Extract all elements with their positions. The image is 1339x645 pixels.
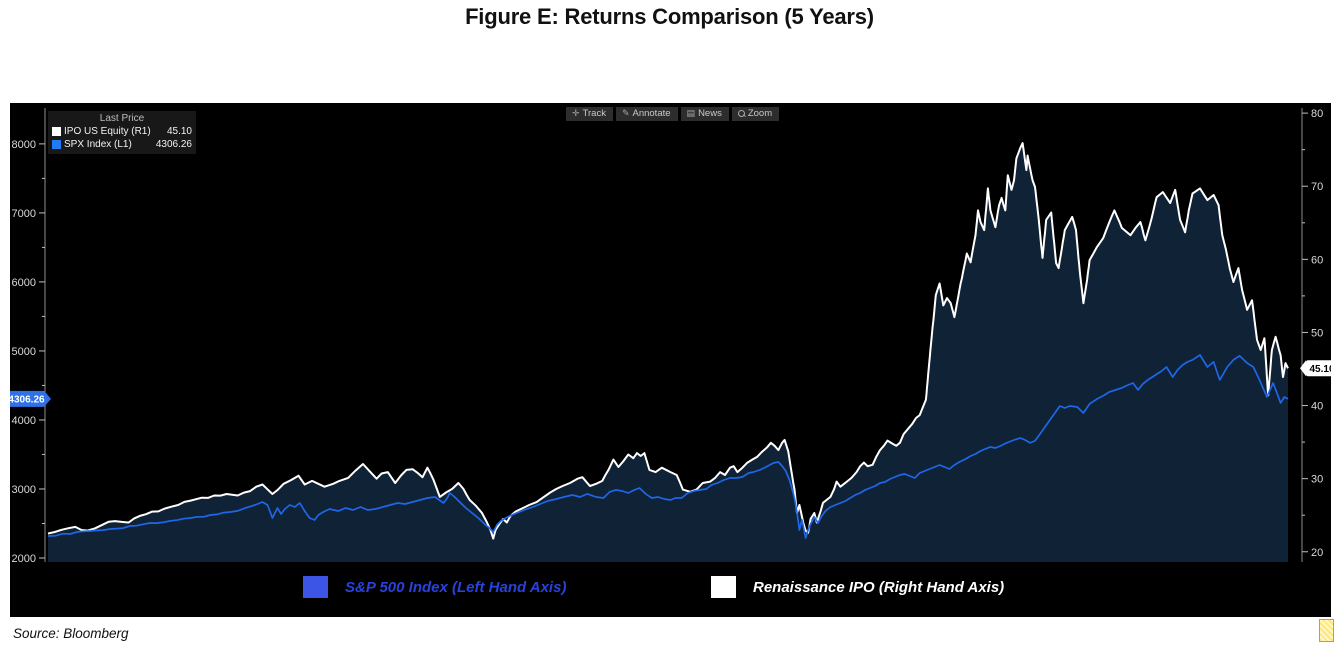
source-caption: Source: Bloomberg <box>13 626 129 641</box>
svg-text:5000: 5000 <box>12 346 36 358</box>
ipo-price-badge: 45.10 <box>1300 360 1331 377</box>
figure-title: Figure E: Returns Comparison (5 Years) <box>465 4 874 29</box>
ipo-area-fill <box>48 143 1288 562</box>
last-price-header: Last Price <box>99 113 145 124</box>
axis-lines <box>44 108 1303 562</box>
left-axis: 2000 3000 4000 5000 6000 7000 8000 <box>12 139 45 565</box>
bottom-legend-spx: S&P 500 Index (Left Hand Axis) <box>303 576 566 598</box>
ipo-line <box>47 142 1289 540</box>
bloomberg-chart: 2000 3000 4000 5000 6000 7000 8000 20 30 40 50 60 70… <box>10 103 1331 617</box>
track-label: Track <box>582 108 606 119</box>
ipo-legend-label: Renaissance IPO (Right Hand Axis) <box>753 578 1005 596</box>
svg-text:50: 50 <box>1311 327 1323 339</box>
svg-text:70: 70 <box>1311 181 1323 193</box>
chart-toolbar: ✛ Track ✎ Annotate ▤ News Zoom <box>566 107 780 121</box>
spx-series-swatch <box>52 140 61 149</box>
svg-text:60: 60 <box>1311 254 1323 266</box>
news-label: News <box>698 108 722 119</box>
svg-text:8000: 8000 <box>12 139 36 151</box>
legend-row-ipo[interactable]: IPO US Equity (R1) 45.10 <box>52 125 192 138</box>
svg-text:2000: 2000 <box>12 553 36 565</box>
svg-text:3000: 3000 <box>12 484 36 496</box>
track-button[interactable]: ✛ Track <box>566 107 613 121</box>
right-axis: 20 30 40 50 60 70 80 <box>1302 108 1323 559</box>
zoom-button[interactable]: Zoom <box>731 107 780 121</box>
spx-series-label: SPX Index (L1) <box>64 139 132 150</box>
svg-text:4000: 4000 <box>12 415 36 427</box>
svg-text:20: 20 <box>1311 547 1323 559</box>
annotate-label: Annotate <box>632 108 671 119</box>
svg-text:30: 30 <box>1311 474 1323 486</box>
svg-text:40: 40 <box>1311 401 1323 413</box>
spx-last-price: 4306.26 <box>155 139 192 150</box>
ipo-legend-swatch <box>711 576 736 598</box>
last-price-legend: Last Price IPO US Equity (R1) 45.10 SPX … <box>48 111 196 154</box>
news-button[interactable]: ▤ News <box>680 107 729 121</box>
zoom-label: Zoom <box>747 108 773 119</box>
ipo-series-swatch <box>52 127 61 136</box>
legend-row-spx[interactable]: SPX Index (L1) 4306.26 <box>52 138 192 151</box>
ipo-series-label: IPO US Equity (R1) <box>64 126 151 137</box>
news-icon: ▤ <box>686 108 696 118</box>
pencil-icon: ✎ <box>621 108 630 118</box>
plot-area[interactable]: 2000 3000 4000 5000 6000 7000 8000 20 30 40 50 60 70… <box>10 103 1331 617</box>
svg-text:80: 80 <box>1311 108 1323 120</box>
svg-text:7000: 7000 <box>12 208 36 220</box>
spx-legend-label: S&P 500 Index (Left Hand Axis) <box>345 578 567 596</box>
svg-text:4306.26: 4306.26 <box>10 394 45 405</box>
bottom-legend-ipo: Renaissance IPO (Right Hand Axis) <box>711 576 1004 598</box>
comment-marker-icon[interactable] <box>1319 619 1334 642</box>
spx-price-badge: 4306.26 <box>10 390 51 407</box>
magnifier-icon <box>737 110 745 117</box>
spx-line <box>47 354 1289 539</box>
svg-text:6000: 6000 <box>12 277 36 289</box>
spx-legend-swatch <box>303 576 328 598</box>
annotate-button[interactable]: ✎ Annotate <box>615 107 678 121</box>
svg-text:45.10: 45.10 <box>1309 364 1331 375</box>
move-icon: ✛ <box>572 108 580 118</box>
ipo-last-price: 45.10 <box>166 126 192 137</box>
